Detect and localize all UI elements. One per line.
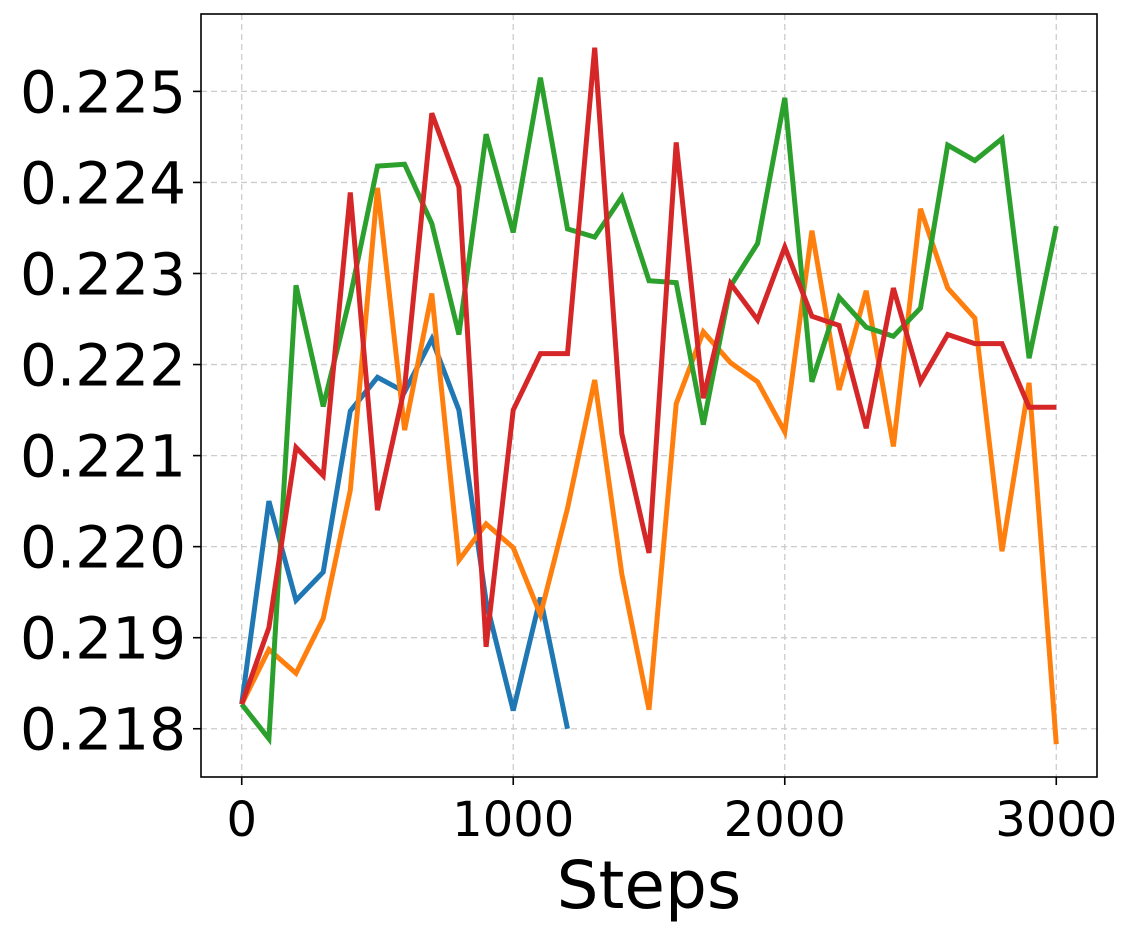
y-tick-label: 0.218 xyxy=(20,696,186,764)
series-line-3 xyxy=(239,77,1059,746)
y-axis-ticks: 0.218 0.219 0.220 0.221 0.222 0.223 0.224 0.225 xyxy=(20,58,201,764)
y-tick-label: 0.219 xyxy=(20,605,186,673)
y-tick-label: 0.221 xyxy=(20,423,186,491)
y-tick-label: 0.222 xyxy=(20,332,186,400)
plot-frame xyxy=(200,13,1098,778)
x-tick-label: 0 xyxy=(226,792,257,848)
y-tick-label: 0.220 xyxy=(20,514,186,582)
series-lines xyxy=(239,47,1059,746)
x-axis-label: Steps xyxy=(557,847,742,924)
y-tick-label: 0.223 xyxy=(20,240,186,308)
y-tick-label: 0.224 xyxy=(20,149,186,217)
x-tick-label: 2000 xyxy=(724,792,846,848)
x-tick-label: 3000 xyxy=(995,792,1117,848)
x-tick-label: 1000 xyxy=(452,792,574,848)
grid xyxy=(201,14,1097,777)
x-axis-ticks: 0 1000 2000 3000 xyxy=(226,777,1117,848)
series-line-2 xyxy=(239,187,1059,745)
y-tick-label: 0.225 xyxy=(20,58,186,126)
series-line-4 xyxy=(239,47,1057,706)
